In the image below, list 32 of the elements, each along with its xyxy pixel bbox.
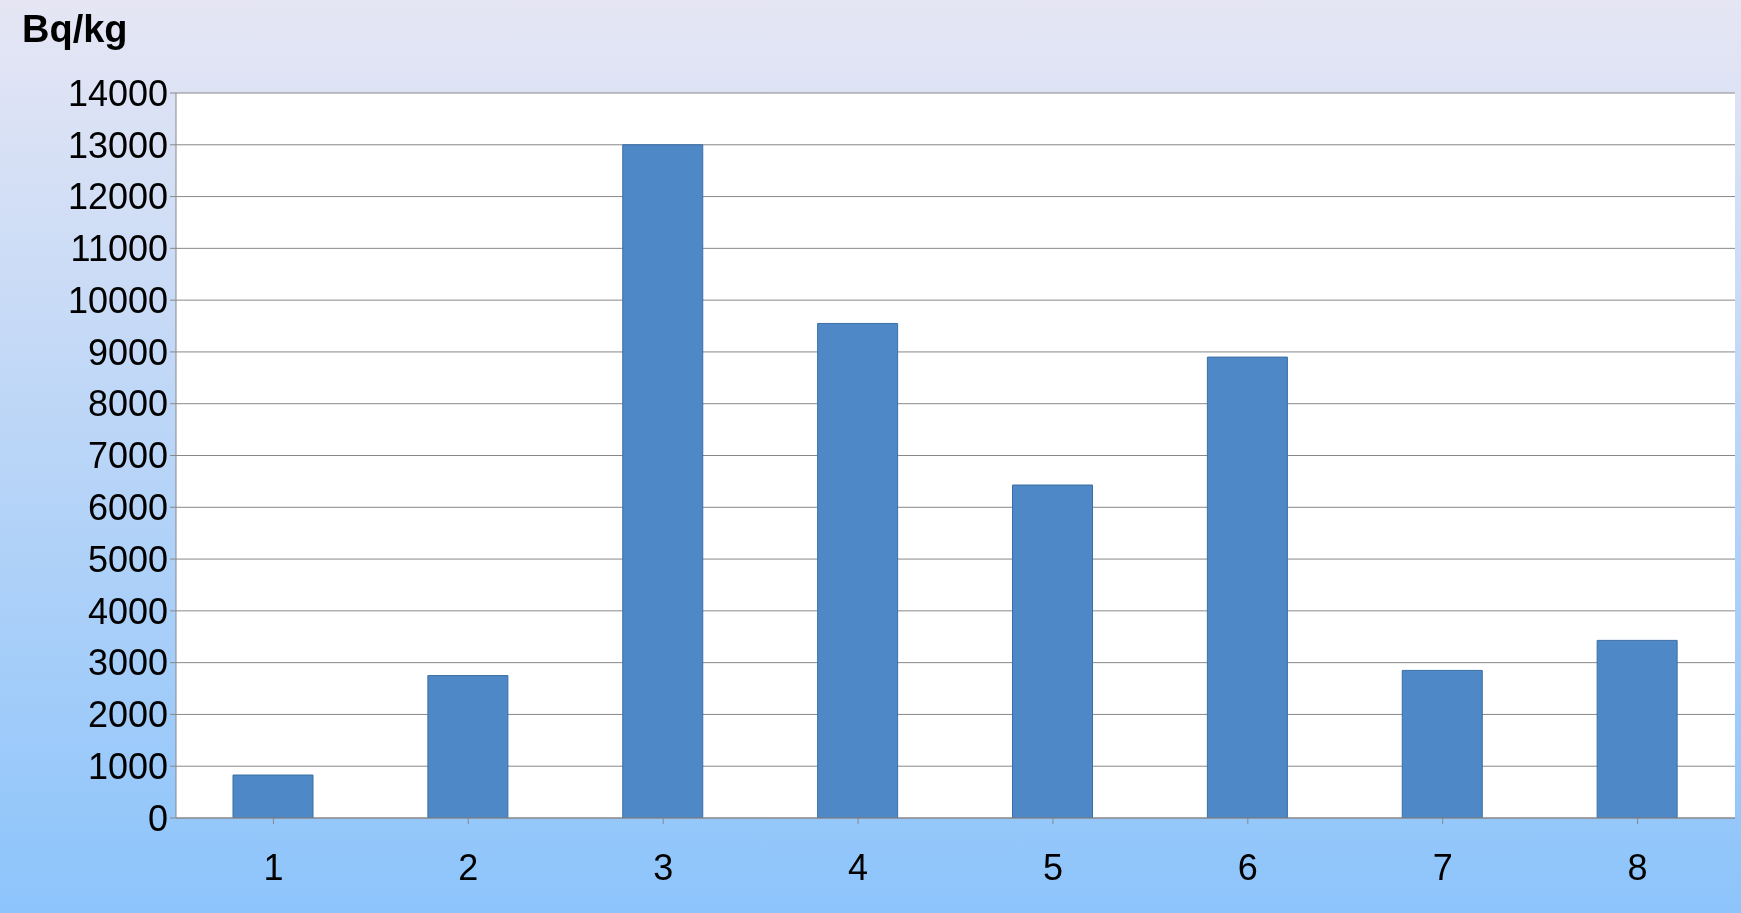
bar — [1206, 356, 1288, 818]
bar — [232, 774, 314, 818]
bar — [1012, 484, 1093, 818]
bar — [427, 675, 509, 818]
x-tick-label: 2 — [458, 846, 479, 888]
y-tick-label: 13000 — [67, 124, 168, 166]
y-tick-label: 14000 — [67, 72, 168, 114]
y-tick-label: 7000 — [87, 435, 168, 477]
x-tick-label: 6 — [1237, 846, 1258, 888]
y-tick-label: 9000 — [87, 331, 168, 373]
y-axis-title: Bq/kg — [22, 8, 128, 51]
bar — [817, 322, 899, 818]
x-tick-label: 1 — [263, 846, 284, 888]
y-tick-label: 4000 — [87, 590, 168, 632]
y-tick-label: 2000 — [87, 694, 168, 736]
bar — [1596, 639, 1678, 818]
x-tick-label: 3 — [653, 846, 674, 888]
x-tick-label: 7 — [1432, 846, 1453, 888]
y-tick-label: 12000 — [67, 176, 168, 218]
y-tick-label: 10000 — [67, 279, 168, 321]
y-tick-label: 11000 — [70, 228, 168, 270]
x-tick-label: 4 — [848, 846, 869, 888]
x-tick-label: 8 — [1627, 846, 1648, 888]
y-tick-label: 6000 — [87, 487, 168, 529]
bar — [1401, 669, 1483, 818]
y-tick-label: 1000 — [87, 745, 168, 787]
y-tick-label: 3000 — [87, 642, 168, 684]
bar — [622, 144, 704, 818]
y-tick-label: 5000 — [87, 538, 168, 580]
y-tick-label: 8000 — [87, 383, 168, 425]
y-tick-label: 0 — [147, 797, 168, 839]
x-tick-label: 5 — [1042, 846, 1063, 888]
